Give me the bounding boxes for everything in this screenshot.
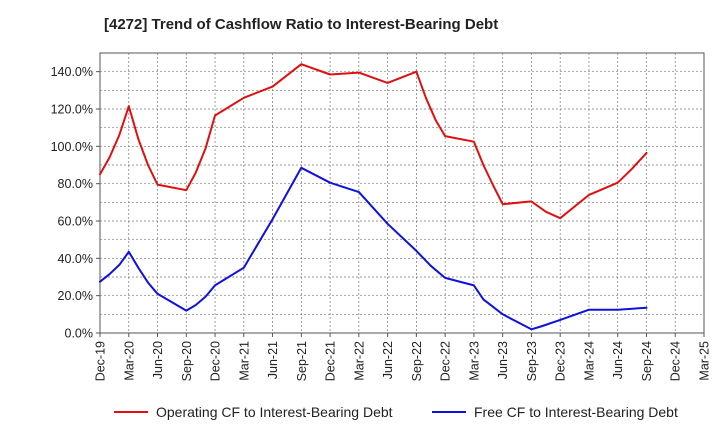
chart-legend: Operating CF to Interest-Bearing Debt Fr… bbox=[0, 404, 720, 426]
x-tick-label: Jun-23 bbox=[496, 341, 510, 379]
x-tick-label: Mar-25 bbox=[698, 341, 712, 381]
x-tick-label: Dec-23 bbox=[554, 341, 568, 381]
x-tick-label: Mar-22 bbox=[352, 341, 366, 381]
legend-item-free-cf: Free CF to Interest-Bearing Debt bbox=[432, 404, 678, 420]
x-tick-label: Mar-24 bbox=[582, 341, 596, 381]
x-tick-label: Jun-24 bbox=[611, 341, 625, 379]
x-tick-label: Sep-23 bbox=[525, 341, 539, 381]
y-tick-label: 0.0% bbox=[65, 327, 94, 341]
y-tick-label: 20.0% bbox=[58, 289, 93, 303]
x-tick-label: Mar-21 bbox=[237, 341, 251, 381]
x-tick-label: Sep-22 bbox=[410, 341, 424, 381]
x-tick-label: Dec-19 bbox=[94, 341, 108, 381]
x-tick-label: Dec-22 bbox=[439, 341, 453, 381]
x-tick-label: Dec-24 bbox=[669, 341, 683, 381]
x-tick-label: Mar-23 bbox=[467, 341, 481, 381]
chart-title: [4272] Trend of Cashflow Ratio to Intere… bbox=[104, 16, 499, 33]
y-tick-label: 120.0% bbox=[51, 103, 93, 117]
y-tick-label: 40.0% bbox=[58, 252, 93, 266]
x-tick-label: Dec-20 bbox=[209, 341, 223, 381]
x-tick-label: Sep-21 bbox=[295, 341, 309, 381]
legend-swatch-operating-cf bbox=[114, 411, 148, 413]
x-tick-label: Jun-22 bbox=[381, 341, 395, 379]
y-tick-label: 60.0% bbox=[58, 215, 93, 229]
series-line-free-cf bbox=[99, 166, 648, 331]
legend-swatch-free-cf bbox=[432, 411, 466, 413]
x-tick-label: Mar-20 bbox=[122, 341, 136, 381]
series-line-operating-cf bbox=[99, 63, 648, 220]
legend-item-operating-cf: Operating CF to Interest-Bearing Debt bbox=[114, 404, 393, 420]
plot-area bbox=[99, 52, 705, 334]
x-tick-label: Dec-21 bbox=[324, 341, 338, 381]
legend-label-free-cf: Free CF to Interest-Bearing Debt bbox=[474, 404, 678, 420]
x-tick-label: Sep-24 bbox=[640, 341, 654, 381]
y-tick-label: 100.0% bbox=[51, 140, 93, 154]
legend-label-operating-cf: Operating CF to Interest-Bearing Debt bbox=[156, 404, 393, 420]
y-tick-label: 80.0% bbox=[58, 177, 93, 191]
y-tick-label: 140.0% bbox=[51, 65, 93, 79]
x-tick-label: Sep-20 bbox=[180, 341, 194, 381]
x-tick-label: Jun-20 bbox=[151, 341, 165, 379]
x-tick-label: Jun-21 bbox=[266, 341, 280, 379]
